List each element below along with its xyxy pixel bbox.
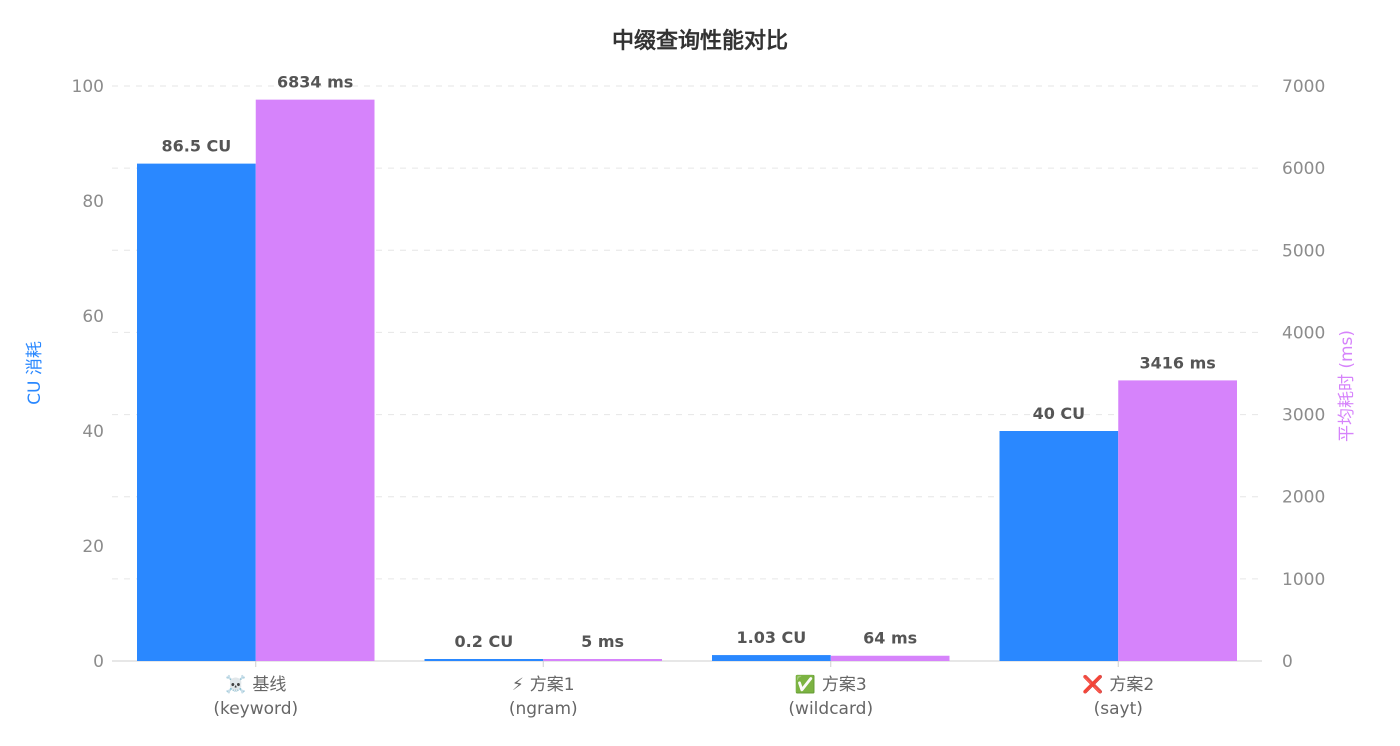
y-right-tick-label: 2000 [1282,488,1325,508]
y-left-tick-label: 80 [82,192,104,212]
y-right-tick-label: 1000 [1282,570,1325,590]
data-label: 3416 ms [1139,353,1215,372]
category-name: 基线 [252,675,286,695]
category-label: ☠️ 基线 [225,674,286,695]
data-label: 86.5 CU [161,137,231,156]
lightning-icon: ⚡ [512,675,524,695]
category-sublabel: (keyword) [213,699,298,719]
category-name: 方案1 [530,675,575,695]
category-sublabel: (ngram) [509,699,578,719]
category-label: ⚡ 方案1 [512,675,575,695]
category-sublabel: (sayt) [1094,699,1143,719]
bar-time [255,99,375,661]
category-name: 方案3 [822,675,867,695]
cross-icon: ❌ [1082,674,1103,695]
category-sublabel: (wildcard) [788,699,873,719]
y-left-tick-label: 60 [82,307,104,327]
bar-time [830,655,950,661]
y-right-tick-label: 4000 [1282,323,1325,343]
data-label: 1.03 CU [736,628,806,647]
y-right-tick-label: 0 [1282,652,1293,672]
category-name: 方案2 [1109,675,1154,695]
y-left-tick-label: 40 [82,422,104,442]
data-label: 0.2 CU [455,632,514,651]
bar-time [543,659,662,661]
data-label: 40 CU [1033,404,1086,423]
category-label: ❌ 方案2 [1082,674,1154,695]
y-axis-left-label: CU 消耗 [25,341,45,405]
data-label: 6834 ms [277,73,353,92]
y-right-tick-label: 3000 [1282,406,1325,426]
y-right-tick-label: 7000 [1282,77,1325,97]
data-label: 64 ms [863,629,917,648]
bar-cu [424,659,544,661]
bar-time [1118,380,1237,661]
y-right-tick-label: 6000 [1282,159,1325,179]
category-label: ✅ 方案3 [795,674,867,695]
bar-cu [137,163,256,661]
y-axis-right-label: 平均耗时 (ms) [1337,330,1357,442]
chart-title: 中缀查询性能对比 [612,28,788,54]
y-right-tick-label: 5000 [1282,241,1325,261]
bar-cu [712,655,831,661]
y-left-tick-label: 100 [72,77,104,97]
check-icon: ✅ [795,674,816,695]
skull-icon: ☠️ [225,674,246,695]
data-label: 5 ms [581,632,624,651]
y-left-tick-label: 20 [82,537,104,557]
y-left-tick-label: 0 [93,652,104,672]
bar-cu [999,431,1119,661]
